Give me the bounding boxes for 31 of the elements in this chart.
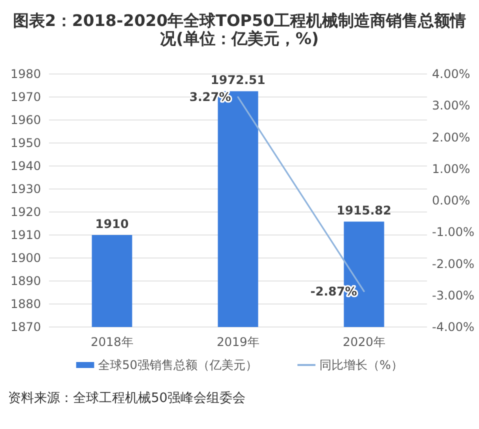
x-tick-label: 2020年 [342,335,386,349]
y-tick-label: 1940 [10,159,41,173]
y-tick-label: 1910 [10,228,41,242]
y2-tick-label: 0.00% [432,194,470,208]
y2-tick-label: -3.00% [432,288,474,302]
x-tick-label: 2018年 [90,335,134,349]
y-tick-label: 1890 [10,274,41,288]
y-tick-label: 1960 [10,113,41,127]
data-label: 1910 [95,217,129,231]
data-label: 1972.51 [210,73,266,88]
x-tick-label: 2019年 [216,335,260,349]
y-tick-label: 1930 [10,182,41,196]
y2-tick-label: -2.00% [432,256,474,271]
y2-tick-label: 3.00% [432,98,470,113]
legend-label: 全球50强销售总额（亿美元） [98,358,258,372]
title: 图表2：2018-2020年全球TOP50工程机械制造商销售总额情况(单位：亿美元，%) [12,11,466,48]
y2-tick-label: -4.00% [432,320,474,334]
y2-tick-label: 4.00% [432,67,470,81]
y-tick-label: 1870 [10,320,41,334]
y-tick-label: 1950 [10,136,41,150]
y-tick-label: 1880 [10,297,41,311]
y-tick-label: 1900 [10,251,41,265]
legend-label: 同比增长（%） [319,358,403,372]
y2-tick-label: 1.00% [432,162,470,176]
y-tick-label: 1970 [10,90,41,104]
y2-tick-label: -1.00% [432,225,474,240]
data-label: 1915.82 [336,204,392,218]
y-tick-label: 1920 [10,205,41,219]
y-tick-label: 1980 [10,67,41,81]
y2-tick-label: 2.00% [432,130,470,144]
text: 资料来源：全球工程机械50强峰会组委会 [8,391,246,406]
